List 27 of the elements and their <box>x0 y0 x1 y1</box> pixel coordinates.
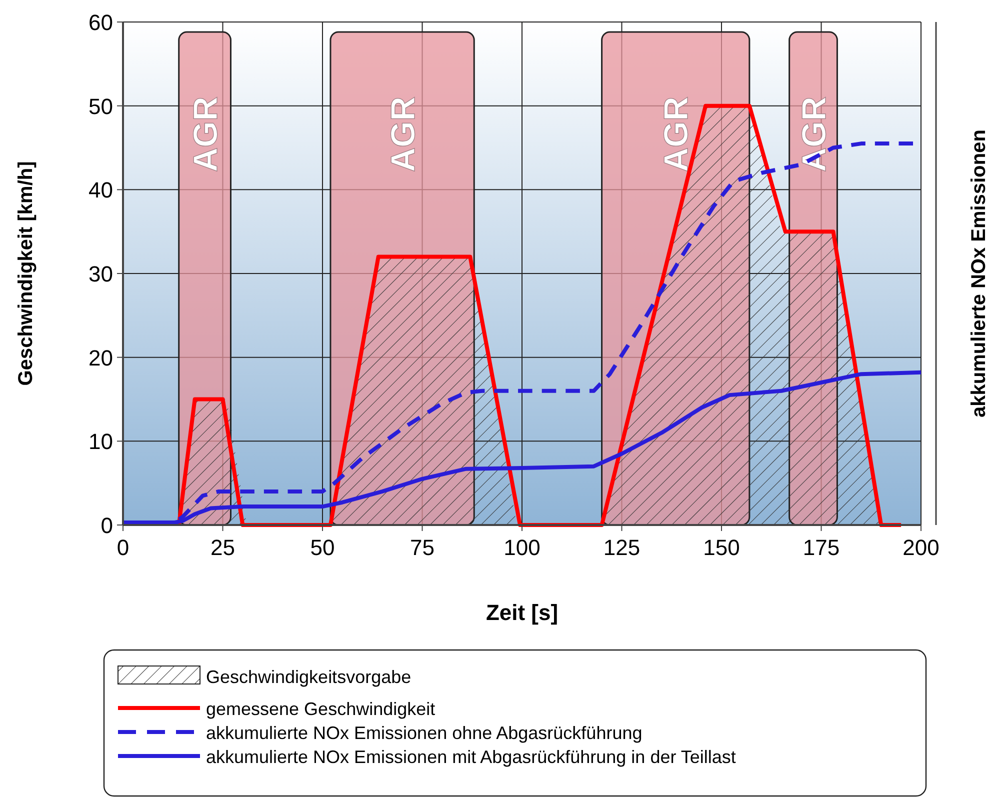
y-tick-label: 20 <box>88 345 113 370</box>
band-label: AGR <box>795 96 834 172</box>
y-tick-label: 10 <box>88 429 113 454</box>
x-tick-label: 25 <box>210 535 235 560</box>
x-tick-label: 125 <box>603 535 640 560</box>
x-tick-label: 175 <box>802 535 840 560</box>
legend-label: gemessene Geschwindigkeit <box>206 699 436 719</box>
x-tick-label: 75 <box>410 535 434 560</box>
x-axis-title: Zeit [s] <box>486 600 558 625</box>
y-tick-label: 30 <box>88 262 113 286</box>
y-tick-label: 40 <box>88 178 113 203</box>
x-tick-label: 0 <box>116 535 130 560</box>
y-tick-label: 50 <box>88 94 113 119</box>
x-tick-label: 100 <box>504 535 540 560</box>
y2-axis-title: akkumulierte NOx Emissionen <box>968 130 990 418</box>
band-label: AGR <box>186 96 225 172</box>
legend-label: Geschwindigkeitsvorgabe <box>206 667 412 687</box>
y-tick-label: 60 <box>88 10 113 35</box>
x-tick-label: 50 <box>310 535 335 560</box>
y-axis-title: Geschwindigkeit [km/h] <box>15 161 37 386</box>
legend-label: akkumulierte NOx Emissionen ohne Abgasrückführung <box>206 723 642 743</box>
band-label: AGR <box>658 96 696 172</box>
band-label: AGR <box>384 96 422 172</box>
x-tick-label: 150 <box>703 535 740 560</box>
x-tick-label: 200 <box>902 535 940 560</box>
y-tick-label: 0 <box>100 513 113 538</box>
legend-label: akkumulierte NOx Emissionen mit Abgasrückführung in der Teillast <box>206 747 736 767</box>
